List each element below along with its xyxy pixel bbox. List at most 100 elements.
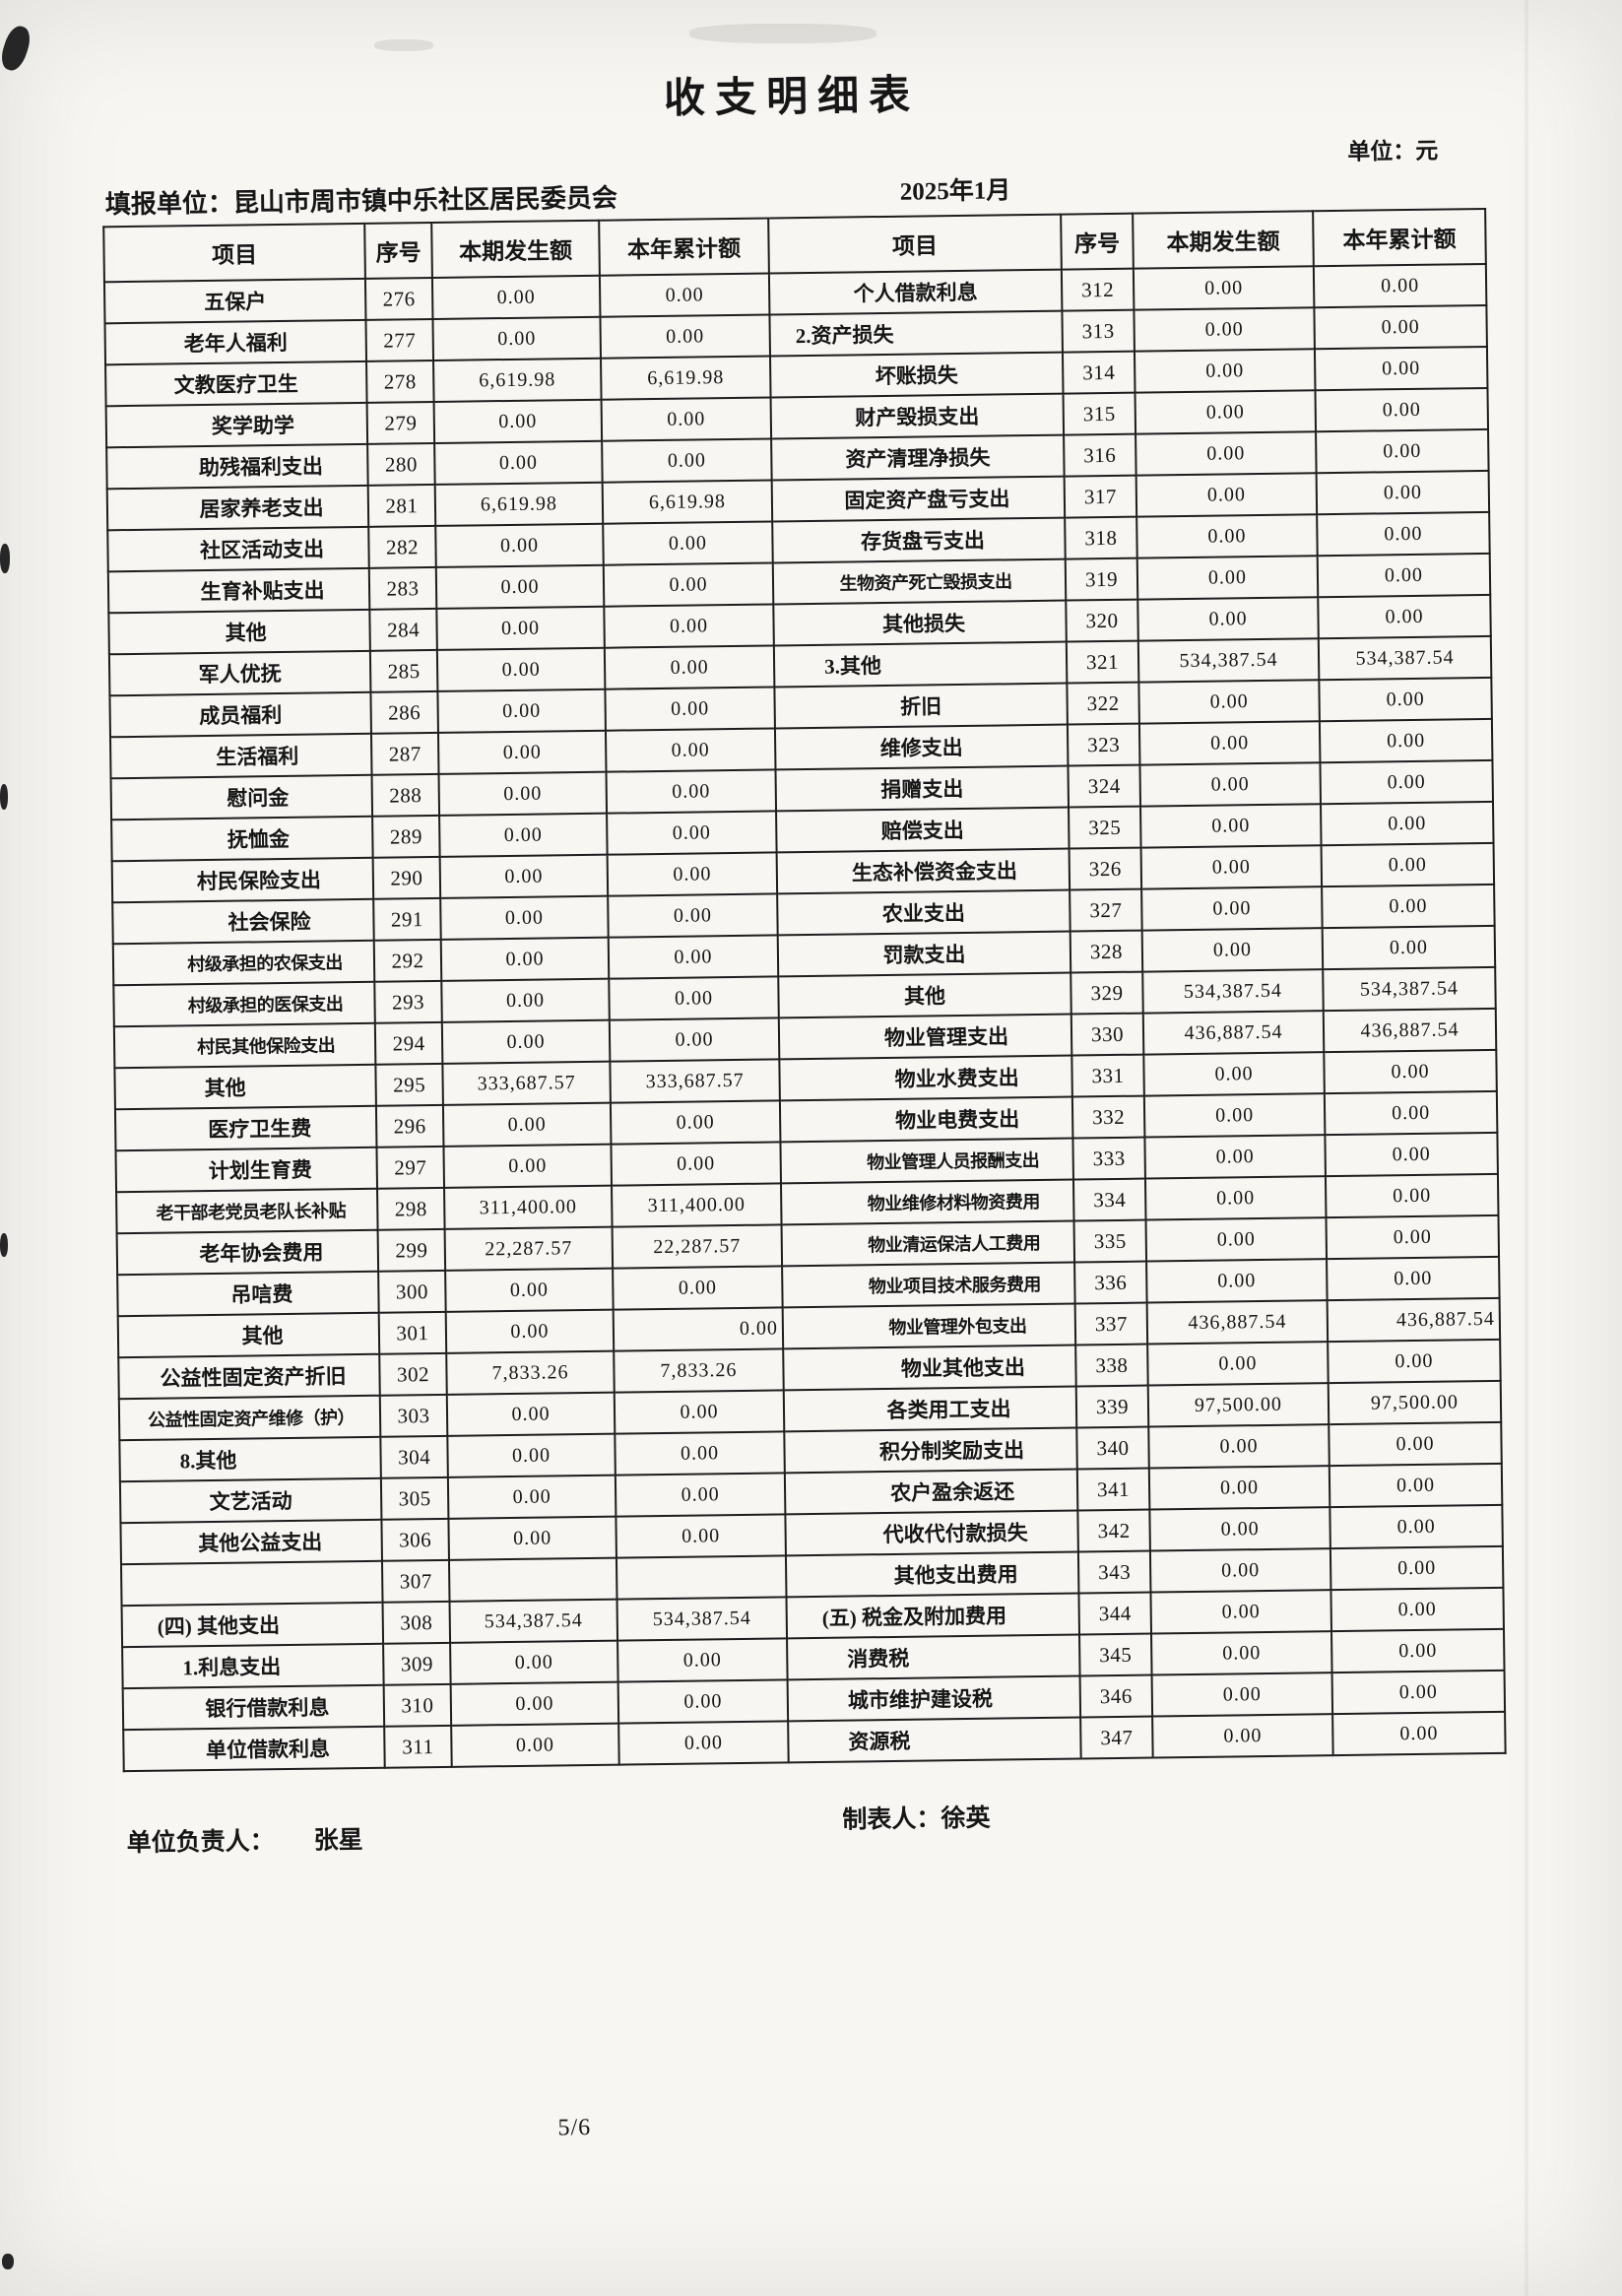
current-amount-cell: 0.00 <box>432 316 602 361</box>
current-amount-cell: 311,400.00 <box>444 1185 613 1229</box>
ytd-amount-cell: 0.00 <box>614 1390 785 1434</box>
ytd-amount-cell: 7,833.26 <box>614 1348 784 1393</box>
current-amount-cell: 0.00 <box>436 606 605 650</box>
ytd-amount-cell: 0.00 <box>1330 1545 1504 1591</box>
item-cell: 生态补偿资金支出 <box>776 848 1071 894</box>
current-amount-cell <box>448 1557 617 1602</box>
item-cell: 公益性固定资产维修（护） <box>118 1395 381 1441</box>
ytd-amount-cell: 0.00 <box>1320 759 1493 805</box>
ytd-amount-cell: 0.00 <box>603 562 774 607</box>
current-amount-cell: 0.00 <box>447 1433 616 1477</box>
serial-cell: 305 <box>380 1476 449 1520</box>
item-cell: 8.其他 <box>119 1436 381 1482</box>
serial-cell: 291 <box>373 897 441 941</box>
ytd-amount-cell: 0.00 <box>599 273 770 317</box>
ytd-amount-cell: 0.00 <box>618 1721 789 1765</box>
serial-cell: 327 <box>1070 888 1142 932</box>
serial-cell: 343 <box>1077 1550 1151 1594</box>
current-amount-cell: 0.00 <box>440 895 609 940</box>
ytd-amount-cell <box>616 1555 787 1600</box>
serial-cell: 329 <box>1071 971 1143 1015</box>
serial-cell: 313 <box>1062 309 1135 353</box>
serial-cell: 334 <box>1072 1178 1146 1221</box>
current-amount-cell: 22,287.57 <box>444 1226 614 1271</box>
serial-cell: 283 <box>368 566 437 610</box>
current-amount-cell: 0.00 <box>1135 473 1318 517</box>
current-amount-cell: 0.00 <box>439 813 608 857</box>
currency-unit-label: 单位：元 <box>1347 138 1439 164</box>
ytd-amount-cell: 0.00 <box>607 852 778 896</box>
serial-cell: 294 <box>374 1021 443 1065</box>
item-cell: 物业维修材料物资费用 <box>780 1179 1074 1225</box>
serial-cell: 323 <box>1067 723 1140 766</box>
serial-cell: 330 <box>1071 1013 1144 1056</box>
ytd-amount-cell: 0.00 <box>1313 263 1487 308</box>
item-cell: 社会保险 <box>112 898 374 945</box>
current-amount-cell: 534,387.54 <box>1137 638 1320 683</box>
item-cell: 物业管理支出 <box>778 1014 1072 1060</box>
serial-cell: 318 <box>1065 516 1137 559</box>
item-cell: 其他损失 <box>773 600 1067 646</box>
serial-cell: 286 <box>370 690 438 734</box>
item-cell: 五保户 <box>103 278 366 324</box>
current-amount-cell: 0.00 <box>1151 1673 1333 1717</box>
ytd-amount-cell: 0.00 <box>1316 470 1490 515</box>
header-item-right: 项目 <box>768 214 1062 274</box>
header-item-left: 项目 <box>103 223 365 283</box>
serial-cell: 339 <box>1075 1385 1149 1428</box>
item-cell: 军人优抚 <box>108 650 371 696</box>
ytd-amount-cell: 0.00 <box>1325 1132 1498 1177</box>
current-amount-cell: 0.00 <box>1141 928 1324 972</box>
serial-cell: 284 <box>369 608 437 651</box>
item-cell: 其他 <box>114 1064 376 1110</box>
current-amount-cell: 0.00 <box>1148 1466 1330 1510</box>
item-cell: 居家养老支出 <box>106 485 369 531</box>
item-cell: 其他支出费用 <box>785 1551 1079 1598</box>
serial-cell: 344 <box>1078 1592 1152 1635</box>
current-amount-cell: 0.00 <box>435 564 605 609</box>
item-cell: 村级承担的农保支出 <box>112 940 375 986</box>
ytd-amount-cell: 0.00 <box>605 728 776 772</box>
serial-cell: 320 <box>1066 599 1138 642</box>
current-amount-cell: 0.00 <box>1150 1590 1331 1634</box>
current-amount-cell: 0.00 <box>1135 431 1317 476</box>
report-period: 2025年1月 <box>899 177 1011 206</box>
item-cell: 积分制奖励支出 <box>784 1427 1077 1474</box>
item-cell: 2.资产损失 <box>769 310 1063 357</box>
ytd-amount-cell: 0.00 <box>1325 1173 1499 1218</box>
current-amount-cell: 0.00 <box>1136 514 1318 558</box>
current-amount-cell: 0.00 <box>1134 349 1316 393</box>
current-amount-cell: 0.00 <box>431 275 601 319</box>
scan-artifact <box>0 1233 8 1257</box>
serial-cell: 333 <box>1072 1137 1145 1180</box>
ytd-amount-cell: 0.00 <box>1329 1421 1502 1467</box>
current-amount-cell: 0.00 <box>1145 1217 1328 1262</box>
serial-cell: 331 <box>1071 1054 1144 1097</box>
ytd-amount-cell: 0.00 <box>1331 1670 1506 1715</box>
current-amount-cell: 0.00 <box>446 1392 616 1436</box>
item-cell: 单位借款利息 <box>123 1726 385 1772</box>
serial-cell: 342 <box>1077 1509 1150 1552</box>
serial-cell: 280 <box>367 442 435 486</box>
ytd-amount-cell: 0.00 <box>603 521 773 565</box>
serial-cell: 298 <box>377 1187 445 1230</box>
ytd-amount-cell: 0.00 <box>615 1431 785 1476</box>
ytd-amount-cell: 0.00 <box>1322 925 1496 970</box>
item-cell: 赔偿支出 <box>776 807 1070 853</box>
scan-smudge <box>374 39 433 51</box>
ytd-amount-cell: 0.00 <box>1317 553 1491 598</box>
ytd-amount-cell: 436,887.54 <box>1327 1297 1501 1343</box>
ytd-amount-cell: 0.00 <box>1320 801 1494 846</box>
serial-cell: 310 <box>383 1683 452 1727</box>
page-title: 收支明细表 <box>663 73 921 122</box>
current-amount-cell: 0.00 <box>1151 1631 1332 1675</box>
serial-cell: 290 <box>372 856 441 899</box>
serial-cell: 315 <box>1063 392 1136 435</box>
serial-cell: 347 <box>1080 1716 1153 1759</box>
header-serial-right: 序号 <box>1061 213 1134 270</box>
current-amount-cell: 0.00 <box>1135 390 1317 434</box>
item-cell: 生育补贴支出 <box>107 567 370 614</box>
item-cell: (四) 其他支出 <box>121 1602 384 1648</box>
current-amount-cell: 0.00 <box>441 1019 611 1064</box>
